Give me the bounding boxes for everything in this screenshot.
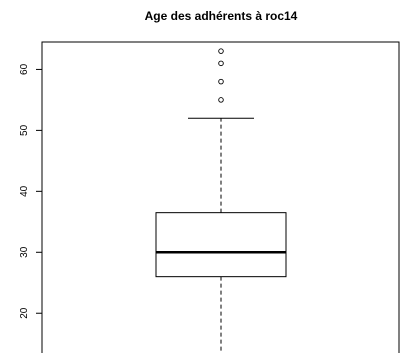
y-tick-label: 50: [19, 124, 30, 136]
y-tick-label: 60: [19, 63, 30, 75]
y-tick-label: 20: [19, 307, 30, 319]
outlier-point: [218, 60, 224, 67]
outlier-point: [218, 48, 224, 54]
y-tick-label: 40: [19, 185, 30, 197]
outlier-point: [218, 97, 224, 103]
outlier-points: [218, 48, 224, 103]
y-tick-label: 30: [19, 246, 30, 258]
outlier-point: [218, 78, 224, 85]
iqr-box: [155, 212, 287, 278]
y-axis-ticks: 20 30 40 50 60: [19, 63, 42, 319]
chart-title: Age des adhérents à roc14: [145, 9, 298, 23]
